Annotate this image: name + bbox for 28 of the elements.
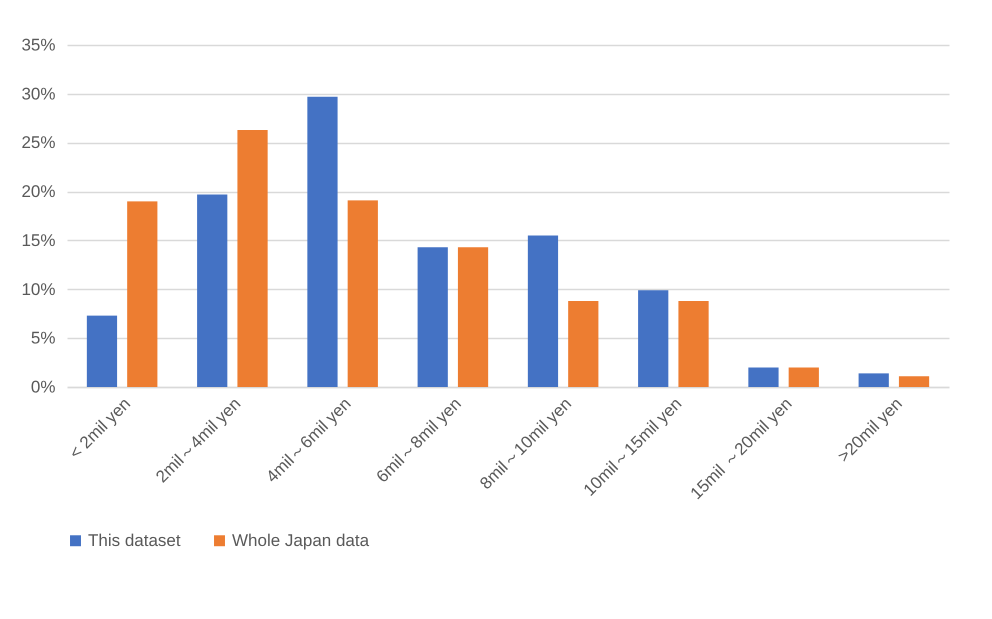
bar: [638, 290, 668, 387]
x-tick-label: 6mil～8mil yen: [372, 394, 465, 486]
y-tick-label: 30%: [21, 84, 56, 104]
bar: [127, 201, 158, 387]
x-tick-label: 4mil～6mil yen: [262, 394, 355, 486]
y-tick-label: 25%: [21, 133, 56, 152]
y-tick-label: 35%: [21, 36, 56, 54]
y-tick-label: 20%: [21, 182, 56, 202]
bar: [418, 247, 448, 387]
legend-label: This dataset: [88, 530, 181, 550]
bar: [898, 376, 930, 387]
bar: [237, 130, 268, 387]
y-tick-label: 10%: [21, 280, 56, 299]
y-tick-label: 15%: [21, 230, 56, 250]
legend-label: Whole Japan data: [232, 530, 370, 550]
bar: [858, 373, 889, 387]
bar: [788, 367, 819, 387]
bar: [348, 200, 378, 387]
bar: [568, 301, 598, 387]
bar: [86, 316, 118, 387]
y-tick-label: 0%: [30, 378, 56, 396]
bar: [458, 247, 488, 387]
bar: [748, 367, 779, 387]
y-tick-label: 5%: [30, 328, 56, 348]
bar: [678, 301, 709, 387]
bar: [528, 236, 558, 387]
bar: [197, 194, 228, 387]
bar: [307, 96, 338, 387]
